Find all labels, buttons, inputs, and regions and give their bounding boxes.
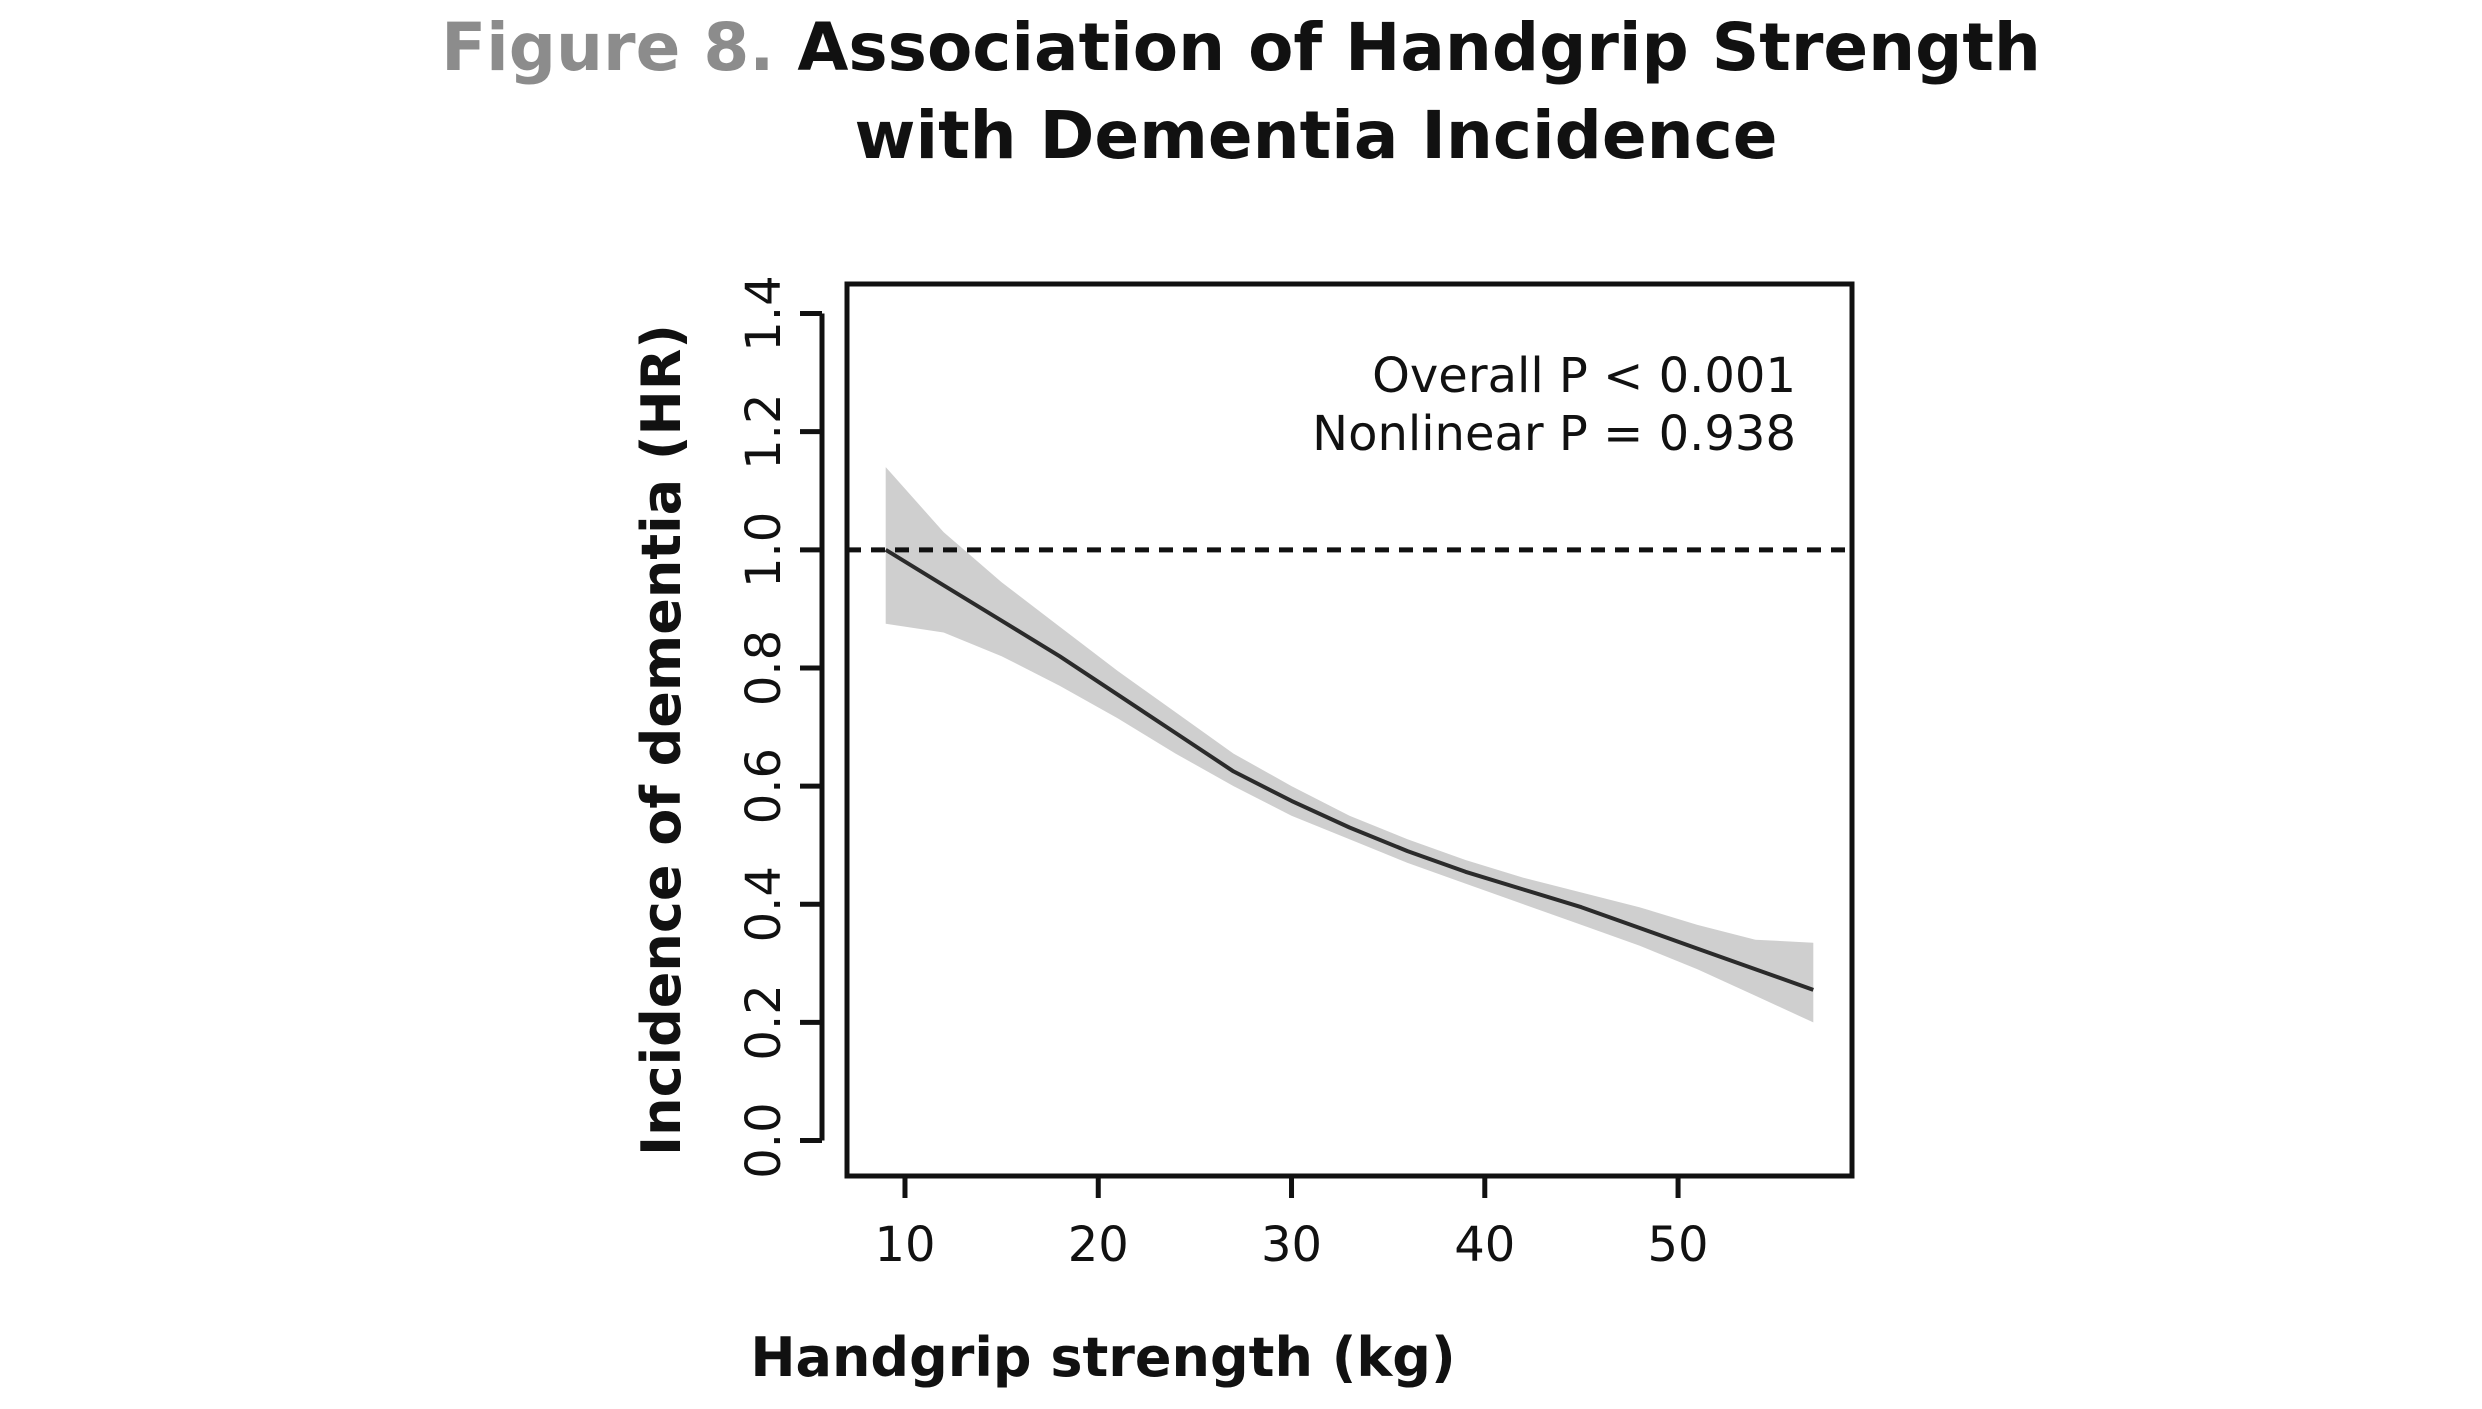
series-line-layer [884, 548, 1814, 992]
y-tick-label: 0.4 [736, 866, 792, 942]
x-axis-title: Handgrip strength (kg) [750, 1326, 1455, 1389]
x-tick-label: 50 [1648, 1217, 1709, 1273]
figure-title-line-2: with Dementia Incidence [854, 97, 1778, 174]
y-tick-label: 0.0 [736, 1102, 792, 1178]
figure-title-line-1: Association of Handgrip Strength [797, 9, 2041, 86]
y-tick-label: 1.0 [736, 512, 792, 588]
y-tick-label: 1.4 [736, 275, 792, 351]
annotation-overall-p: Overall P < 0.001 [1372, 348, 1796, 404]
plot-frame [844, 281, 1855, 1179]
x-axis: 10 20 30 40 50 [874, 1176, 1709, 1273]
annotation-nonlinear-p: Nonlinear P = 0.938 [1312, 406, 1796, 462]
y-tick-label: 0.8 [736, 630, 792, 706]
y-tick-label: 1.2 [736, 394, 792, 470]
y-axis-title: Incidence of dementia (HR) [630, 324, 693, 1156]
figure-title: Figure 8. Association of Handgrip Streng… [0, 0, 2482, 180]
hr-curve [884, 548, 1814, 992]
x-tick-label: 10 [874, 1217, 935, 1273]
y-axis: 0.0 0.2 0.4 0.6 0.8 1.0 1.2 1.4 [736, 275, 825, 1179]
confidence-band [885, 467, 1814, 1023]
ci-band-layer [885, 467, 1814, 1023]
y-tick-label: 0.6 [736, 748, 792, 824]
figure-label: Figure 8. [441, 9, 775, 86]
x-tick-label: 20 [1068, 1217, 1129, 1273]
y-tick-label: 0.2 [736, 984, 792, 1060]
x-tick-label: 30 [1261, 1217, 1322, 1273]
x-tick-label: 40 [1454, 1217, 1515, 1273]
